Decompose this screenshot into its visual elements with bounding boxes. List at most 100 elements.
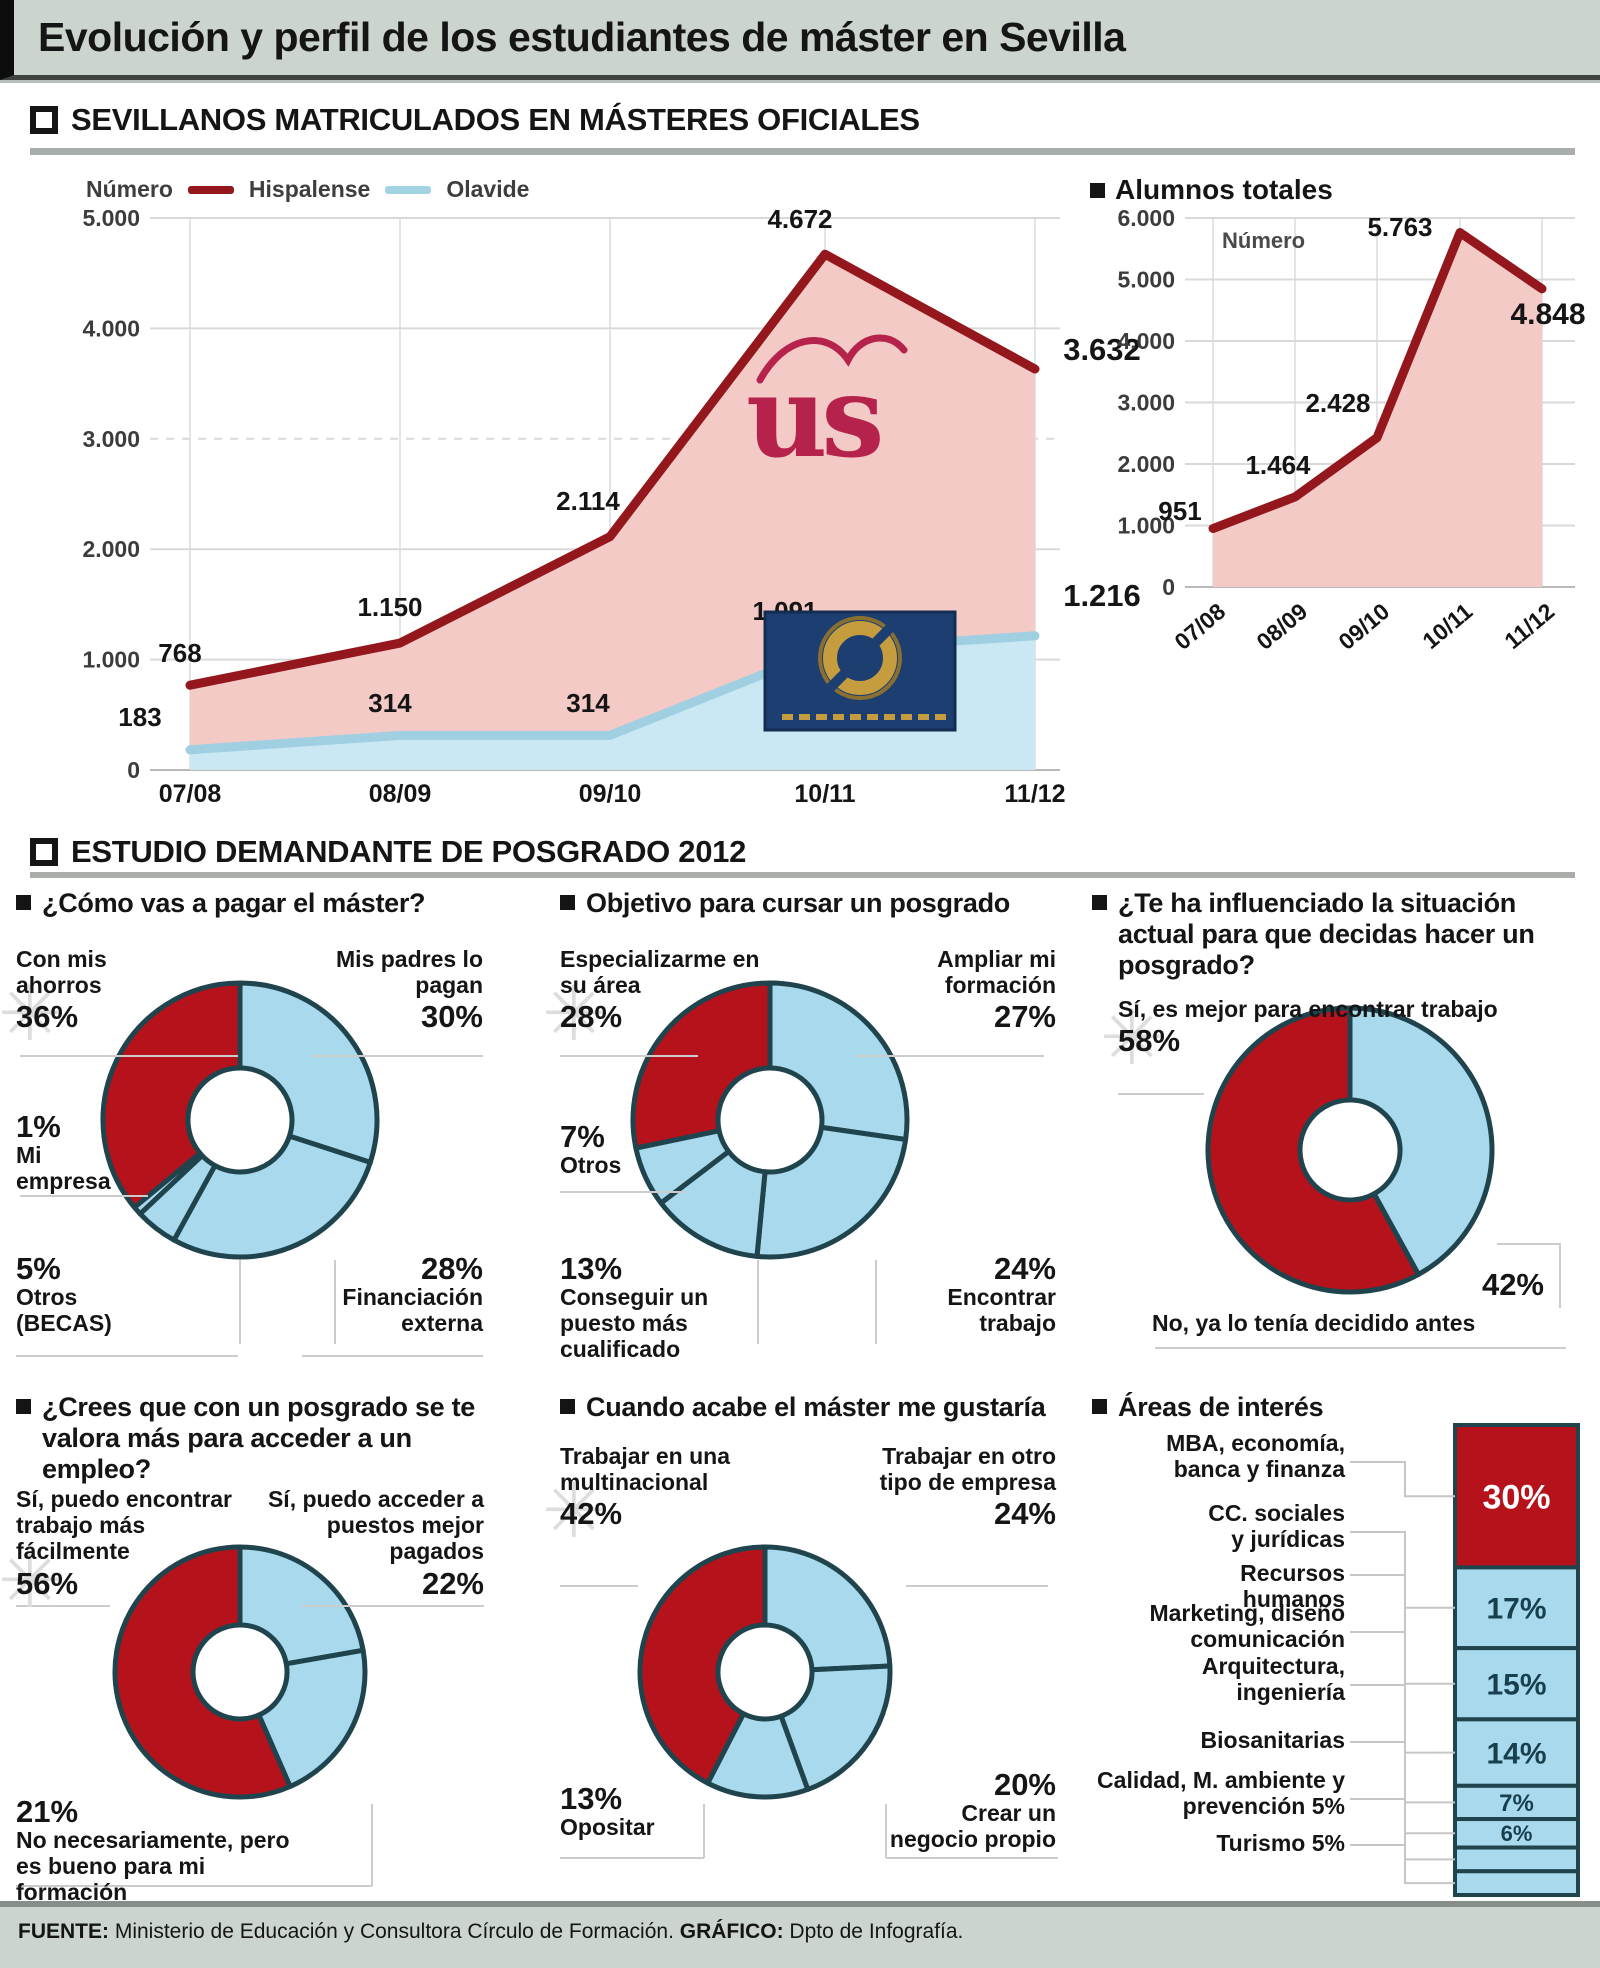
legend-olavide: Olavide (446, 176, 530, 202)
bar-segment (1453, 1869, 1580, 1897)
valoracion-donut (112, 1544, 368, 1800)
donut-slice (762, 1544, 893, 1673)
bar-label: Recursos humanos (1240, 1560, 1345, 1613)
data-line (185, 249, 1040, 690)
donut-slice (778, 1663, 893, 1792)
section-bullet-icon (30, 106, 58, 134)
donut-slice (100, 980, 243, 1210)
donut-slice (1205, 1005, 1421, 1295)
section-title: SEVILLANOS MATRICULADOS EN MÁSTERES OFIC… (71, 102, 920, 137)
slice-label: 13% Conseguir un puesto más cualificado (560, 1251, 709, 1363)
totales-chart: 6.000 5.000 4.000 3.000 2.000 1.000 0 951 1.464 2… (1117, 205, 1585, 655)
y-tick-label: 4.000 (1117, 328, 1175, 354)
leader-line (1350, 1461, 1455, 1498)
totals-y-axis-label: Número (1222, 228, 1306, 253)
slice-label: 13% Opositar (560, 1781, 655, 1840)
olavide-logo (763, 610, 957, 732)
leader-line (1350, 1574, 1455, 1685)
point-value: 2.428 (1305, 388, 1370, 418)
question-influencia: ¿Te ha influenciado la situación actual … (1092, 888, 1592, 981)
x-tick-label: 10/11 (794, 780, 855, 808)
y-tick-label: 1.000 (82, 647, 140, 673)
segment-pct: 17% (1486, 1592, 1546, 1625)
slice-label: 5% Otros (BECAS) (16, 1251, 112, 1337)
donut-slice (171, 1133, 373, 1260)
us-logo-flourish (756, 334, 908, 384)
y-tick-label: 1.000 (1117, 513, 1175, 539)
influencia-donut (1205, 1005, 1495, 1295)
bar-label: Calidad, M. ambiente y prevención 5% (1097, 1767, 1345, 1820)
connector-line (1497, 1243, 1561, 1308)
donut-slice (637, 1544, 768, 1786)
y-tick-label: 2.000 (82, 536, 140, 562)
slice-label: 21% No necesariamente, pero es bueno par… (16, 1794, 290, 1906)
page-title: Evolución y perfil de los estudiantes de… (38, 14, 1126, 60)
leader-line (1350, 1844, 1455, 1885)
slice-label: No, ya lo tenía decidido antes (1152, 1310, 1476, 1336)
areas-stacked-bar: 30% 17% 15% 14% 7% 6% (1453, 1423, 1580, 1897)
leader-lines (1350, 1461, 1455, 1885)
data-line (1208, 228, 1547, 534)
slice-label: Sí, puedo acceder a puestos mejor pagado… (267, 1486, 484, 1601)
y-tick-label: 5.000 (82, 205, 140, 231)
point-value: 951 (1158, 496, 1201, 526)
olavide-wordmark-dash (935, 714, 946, 720)
x-tick-label: 11/12 (1499, 598, 1559, 654)
point-value: 3.632 (1063, 332, 1141, 367)
x-tick-label: 09/10 (1333, 598, 1394, 655)
slice-label: Sí, es mejor para encontrar trabajo ✳ 58% (1100, 996, 1498, 1082)
x-tick-label: 09/10 (579, 780, 642, 808)
point-value: 183 (118, 702, 161, 732)
slice-label: 42% (1481, 1267, 1544, 1302)
bar-label: MBA, economía, banca y finanza (1166, 1430, 1345, 1483)
x-tick-label: 10/11 (1417, 598, 1477, 654)
olavide-wordmark-dash (918, 714, 929, 720)
x-tick-label: 08/09 (1251, 598, 1312, 655)
x-tick-label: 07/08 (1169, 598, 1230, 655)
hispalense-line-swatch-icon (187, 185, 234, 194)
subsection-bullet-icon (1090, 182, 1105, 198)
question-valoracion: ¿Crees que con un posgrado se te valora … (16, 1392, 521, 1485)
olavide-wordmark-dash (799, 714, 810, 720)
section-header-estudio: ESTUDIO DEMANDANTE DE POSGRADO 2012 (30, 834, 746, 870)
source-label: FUENTE: (18, 1920, 109, 1943)
olavide-ring-outer (818, 616, 902, 700)
leader-line (1350, 1684, 1455, 1804)
donut-slice (237, 1544, 366, 1667)
section-rule (30, 872, 1575, 878)
bar-label: Biosanitarias (1200, 1727, 1345, 1753)
bar-label: Marketing, diseño comunicación (1149, 1600, 1345, 1653)
section-bullet-icon (30, 838, 58, 866)
matriculados-chart: 5.000 4.000 3.000 2.000 1.000 0 768 1.150 2.114 4… (82, 204, 1140, 808)
x-tick-label: 08/09 (369, 780, 432, 808)
point-value: 5.763 (1367, 212, 1432, 242)
legend-hispalense: Hispalense (248, 176, 371, 202)
donut-slice (237, 980, 380, 1165)
olavide-ring (823, 621, 897, 695)
connector-lines (16, 1055, 1566, 1887)
y-tick-label: 3.000 (1117, 390, 1175, 416)
donut-slice (630, 980, 773, 1151)
y-tick-label: 0 (127, 757, 140, 783)
segment-pct: 15% (1486, 1668, 1546, 1701)
x-tick-label: 11/12 (1004, 780, 1065, 808)
source-text: Ministerio de Educación y Consultora Cír… (109, 1920, 680, 1943)
objetivo-donut (630, 980, 910, 1260)
chart-legend: Número Hispalense Olavide (86, 176, 529, 203)
section-rule (30, 148, 1575, 155)
subsection-bullet-icon (1092, 1399, 1107, 1414)
leader-line (1350, 1631, 1455, 1754)
slice-label: 28% Financiación externa (342, 1251, 483, 1337)
slice-label: Con mis ahorros ✳ 36% (0, 946, 107, 1058)
leader-line (1350, 1741, 1455, 1835)
bar-label: Arquitectura, ingeniería (1201, 1653, 1345, 1706)
olavide-wordmark-dash (833, 714, 844, 720)
leader-line (1350, 1798, 1455, 1861)
olavide-wordmark-dash (867, 714, 878, 720)
segment-pct: 14% (1486, 1737, 1546, 1770)
olavide-wordmark-dash (884, 714, 895, 720)
slice-label: 20% Crear un negocio propio (889, 1767, 1056, 1853)
slice-label: Trabajar en otro tipo de empresa 24% (879, 1443, 1056, 1532)
y-axis-label: Número (86, 176, 173, 202)
slice-label: 1% Mi empresa (16, 1109, 111, 1195)
